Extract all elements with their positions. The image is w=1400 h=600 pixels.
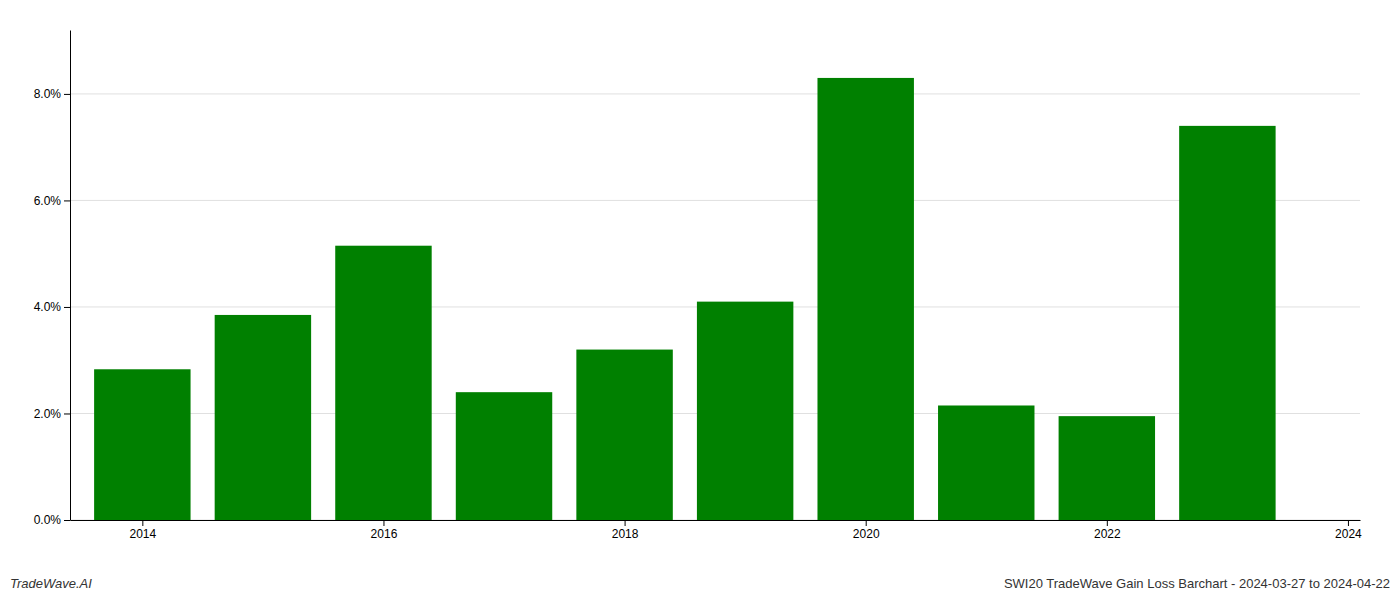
x-tick: 2020 (853, 520, 880, 541)
y-tick-label: 8.0% (34, 87, 62, 101)
footer-left: TradeWave.AI (10, 576, 92, 591)
grid-line (70, 93, 1360, 94)
y-tick-label: 0.0% (34, 513, 62, 527)
bar (817, 78, 913, 520)
x-tick: 2024 (1335, 520, 1362, 541)
y-tick: 8.0% (34, 87, 70, 101)
bar (335, 246, 431, 520)
y-tick-label: 2.0% (34, 407, 62, 421)
x-tick-mark (625, 520, 626, 526)
y-tick-mark (64, 200, 70, 201)
chart-svg: 2014 2016 2018 2020 2022 2024 0.0% 2.0% 4.0% 6.0%… (0, 0, 1400, 600)
y-tick-label: 6.0% (34, 194, 62, 208)
x-tick-label: 2016 (371, 527, 398, 541)
x-axis-line (71, 520, 1361, 521)
y-tick-label: 4.0% (34, 300, 62, 314)
bar (1059, 416, 1155, 520)
bar (576, 350, 672, 520)
y-tick-mark (64, 307, 70, 308)
y-tick: 2.0% (34, 407, 70, 421)
y-tick-mark (64, 94, 70, 95)
bar (456, 392, 552, 520)
y-tick: 4.0% (34, 300, 70, 314)
x-tick: 2022 (1094, 520, 1121, 541)
x-tick-mark (866, 520, 867, 526)
x-tick-mark (383, 520, 384, 526)
bar (215, 315, 311, 520)
grid (70, 94, 1360, 520)
x-tick-label: 2020 (853, 527, 880, 541)
bars (94, 78, 1275, 520)
x-tick-mark (142, 520, 143, 526)
x-tick-mark (1107, 520, 1108, 526)
footer: TradeWave.AI SWI20 TradeWave Gain Loss Ba… (10, 576, 1390, 591)
x-tick-label: 2024 (1335, 527, 1362, 541)
bar (94, 369, 190, 520)
x-tick: 2018 (612, 520, 639, 541)
footer-right: SWI20 TradeWave Gain Loss Barchart - 202… (1004, 576, 1390, 591)
x-tick-mark (1348, 520, 1349, 526)
x-tick-label: 2018 (612, 527, 639, 541)
y-tick: 6.0% (34, 194, 70, 208)
bar (938, 405, 1034, 520)
x-tick-label: 2022 (1094, 527, 1121, 541)
chart-container: 2014 2016 2018 2020 2022 2024 0.0% 2.0% 4.0% 6.0%… (0, 0, 1400, 600)
bar (697, 302, 793, 520)
y-tick-mark (64, 413, 70, 414)
x-tick-label: 2014 (129, 527, 156, 541)
grid-line (70, 200, 1360, 201)
y-tick-mark (64, 520, 70, 521)
x-tick: 2014 (129, 520, 156, 541)
bar (1179, 126, 1275, 520)
x-tick: 2016 (371, 520, 398, 541)
y-axis: 0.0% 2.0% 4.0% 6.0% 8.0% (34, 31, 71, 528)
y-tick: 0.0% (34, 513, 70, 527)
y-axis-line (70, 31, 71, 521)
x-axis: 2014 2016 2018 2020 2022 2024 (71, 520, 1363, 541)
